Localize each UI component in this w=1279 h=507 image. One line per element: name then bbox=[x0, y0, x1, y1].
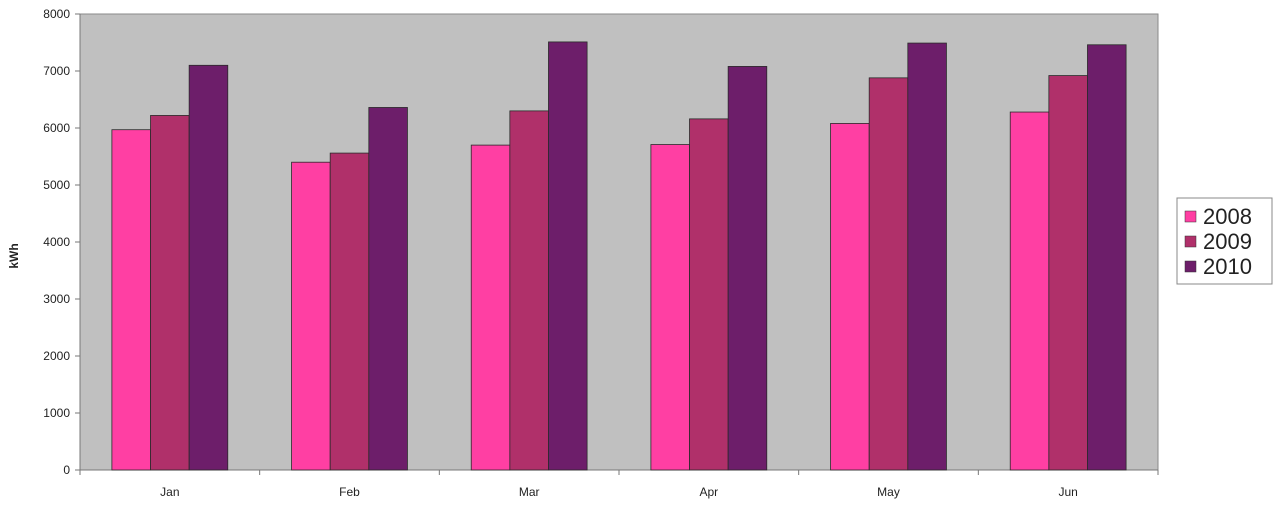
bar-2009-may bbox=[868, 77, 909, 471]
bar-2008-jan bbox=[111, 129, 151, 471]
bar-2010-feb bbox=[368, 107, 408, 471]
y-tick-label: 7000 bbox=[43, 64, 70, 78]
y-axis-label: kWh bbox=[7, 243, 21, 268]
plot-area bbox=[79, 13, 1159, 471]
bar-2010-jan bbox=[188, 64, 229, 471]
bar-2008-feb bbox=[291, 161, 331, 471]
y-tick-label: 8000 bbox=[43, 7, 70, 21]
y-tick-label: 2000 bbox=[43, 349, 70, 363]
legend-label: 2009 bbox=[1203, 229, 1252, 254]
y-tick-label: 3000 bbox=[43, 292, 70, 306]
y-tick-label: 4000 bbox=[43, 235, 70, 249]
y-tick-label: 1000 bbox=[43, 406, 70, 420]
bars-group bbox=[111, 41, 1127, 471]
bar-2008-mar bbox=[470, 144, 511, 471]
x-tick-label: May bbox=[877, 485, 900, 499]
legend-swatch bbox=[1184, 235, 1197, 248]
bar-2009-jun bbox=[1048, 75, 1088, 471]
x-axis-ticks: Jan Feb Mar Apr May Jun bbox=[79, 469, 1159, 499]
y-tick-label: 5000 bbox=[43, 178, 70, 192]
bar-2009-jan bbox=[150, 115, 190, 471]
x-tick-label: Feb bbox=[339, 485, 360, 499]
bar-2008-jun bbox=[1009, 111, 1050, 471]
x-tick-label: Jun bbox=[1058, 485, 1077, 499]
y-tick-label: 0 bbox=[63, 463, 70, 477]
bar-2009-feb bbox=[329, 152, 370, 471]
bar-2008-may bbox=[830, 123, 870, 471]
x-tick-label: Apr bbox=[699, 485, 718, 499]
legend-swatch bbox=[1184, 260, 1197, 273]
bar-2010-may bbox=[907, 42, 947, 471]
legend-swatch bbox=[1184, 210, 1197, 223]
legend-label: 2010 bbox=[1203, 254, 1252, 279]
bar-2010-jun bbox=[1087, 44, 1127, 471]
bar-2008-apr bbox=[650, 144, 690, 471]
bar-2009-apr bbox=[689, 118, 729, 471]
bar-2009-mar bbox=[509, 110, 549, 471]
legend-label: 2008 bbox=[1203, 204, 1252, 229]
x-tick-label: Jan bbox=[160, 485, 179, 499]
bar-2010-mar bbox=[548, 41, 588, 471]
x-tick-label: Mar bbox=[519, 485, 540, 499]
bar-2010-apr bbox=[727, 66, 768, 471]
y-tick-label: 6000 bbox=[43, 121, 70, 135]
y-axis-ticks: 0 1000 2000 3000 4000 5000 6000 7000 8000 bbox=[43, 7, 81, 477]
